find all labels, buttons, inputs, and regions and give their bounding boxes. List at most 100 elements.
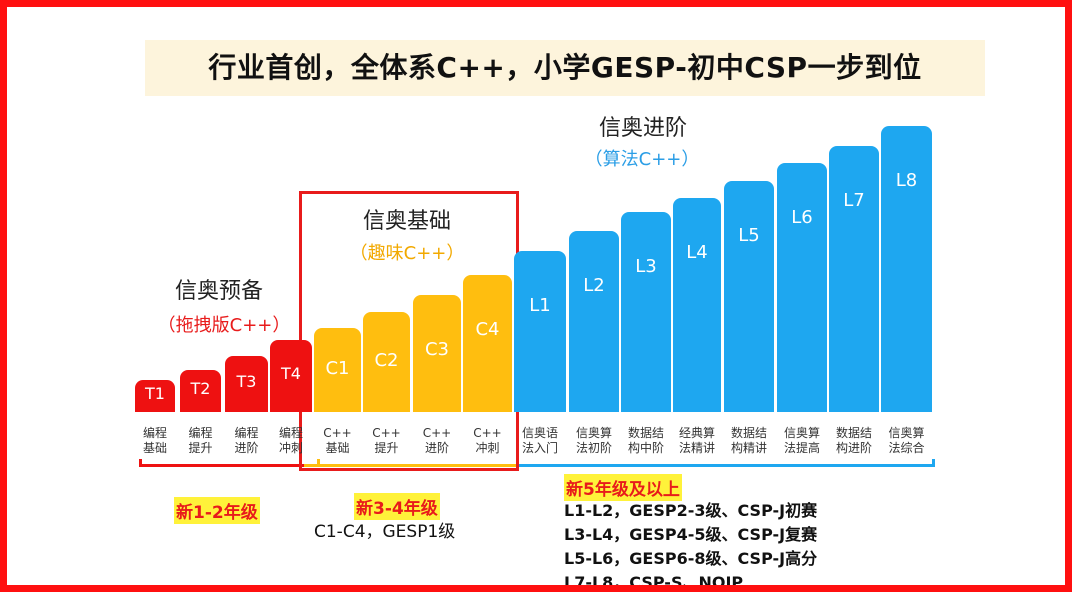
caption-line: 编程 [278,426,303,440]
level-bar-c4: C4 [463,275,512,412]
axis-blue [517,464,935,467]
caption-line: 编程 [142,426,167,440]
tier-name-basic: 信奥基础 [362,209,451,234]
level-label: L7 [843,190,865,211]
level-caption-c3: C++ 进阶 [409,426,465,456]
level-bar-t2: T2 [180,370,221,412]
caption-line: 法提高 [783,441,820,455]
page-title: 行业首创，全体系C++，小学GESP-初中CSP一步到位 [208,51,922,84]
axis-red-tick-left [139,459,142,467]
level-caption-l2: 信奥算 法初阶 [566,426,622,456]
grade-5-note-3: L5-L6，GESP6-8级、CSP-J高分 [564,549,818,568]
caption-line: 提升 [188,441,213,455]
grade-5-note-4: L7-L8，CSP-S、NOIP [564,573,744,592]
caption-line: 编程 [234,426,259,440]
caption-line: 信奥算 [783,426,820,440]
caption-line: 经典算 [678,426,715,440]
caption-line: 构中阶 [627,441,664,455]
level-caption-l4: 经典算 法精讲 [669,426,725,456]
level-label: T1 [145,384,165,403]
caption-line: 数据结 [730,426,767,440]
level-bar-l5: L5 [724,181,774,412]
caption-line: 构进阶 [835,441,872,455]
caption-line: 法入门 [521,441,558,455]
level-label: L6 [791,207,813,228]
caption-line: C++ [422,426,452,440]
level-bar-c3: C3 [413,295,461,412]
grade-3-4-note: C1-C4，GESP1级 [314,522,456,542]
level-bar-l3: L3 [621,212,671,412]
caption-line: 数据结 [835,426,872,440]
caption-line: 冲刺 [475,441,500,455]
tier-name-advanced: 信奥进阶 [598,116,687,141]
caption-line: C++ [473,426,502,440]
grade-5-note-2: L3-L4，GESP4-5级、CSP-J复赛 [564,525,818,544]
level-bar-c2: C2 [363,312,410,412]
level-label: C4 [475,319,500,340]
caption-line: 进阶 [424,441,449,455]
tier-sub-basic: （趣味C++） [349,243,465,264]
level-caption-c1: C++ 基础 [310,426,366,456]
level-bar-c1: C1 [314,328,361,412]
level-bar-t4: T4 [270,340,312,412]
caption-line: 法综合 [888,441,925,455]
level-bar-l1: L1 [514,251,566,412]
tier-name-prep: 信奥预备 [174,279,263,304]
level-label: C1 [325,358,350,379]
level-bar-l7: L7 [829,146,879,412]
caption-line: 法初阶 [575,441,612,455]
level-bar-l2: L2 [569,231,619,412]
level-caption-t4: 编程 冲刺 [263,426,319,456]
caption-line: 数据结 [627,426,664,440]
tier-sub-prep: （拖拽版C++） [157,315,291,336]
level-label: T3 [236,372,257,391]
caption-line: C++ [372,426,401,440]
caption-line: C++ [323,426,352,440]
axis-orange-tick-left [317,459,320,467]
caption-line: 进阶 [234,441,259,455]
caption-line: 提升 [374,441,399,455]
level-caption-l1: 信奥语 法入门 [512,426,568,456]
level-bar-l4: L4 [673,198,721,412]
caption-line: 构精讲 [730,441,767,455]
title-banner: 行业首创，全体系C++，小学GESP-初中CSP一步到位 [145,40,985,96]
level-bar-l8: L8 [881,126,932,412]
caption-line: 编程 [188,426,213,440]
axis-red [139,464,304,467]
level-caption-t2: 编程 提升 [173,426,229,456]
level-label: C3 [424,339,450,360]
level-bar-t3: T3 [225,356,268,412]
caption-line: 信奥算 [575,426,612,440]
axis-blue-tick-right [932,459,935,467]
level-label: L5 [738,225,760,246]
axis-orange [304,464,517,467]
level-caption-l8: 信奥算 法综合 [879,426,935,456]
level-label: L3 [635,256,657,277]
level-label: L2 [583,275,605,296]
grade-5-note-1: L1-L2，GESP2-3级、CSP-J初赛 [564,501,818,520]
level-caption-t3: 编程 进阶 [219,426,275,456]
grade-1-2: 新1-2年级 [174,497,260,524]
level-label: L8 [895,170,918,191]
caption-line: 基础 [142,441,167,455]
level-caption-c2: C++ 提升 [359,426,415,456]
level-label: L1 [529,295,551,316]
caption-line: 信奥语 [521,426,558,440]
level-bar-t1: T1 [135,380,175,412]
level-caption-l3: 数据结 构中阶 [618,426,674,456]
grade-3-4: 新3-4年级 [354,493,440,520]
level-label: C2 [374,350,399,371]
caption-line: 冲刺 [278,441,303,455]
level-bar-l6: L6 [777,163,827,412]
level-label: L4 [686,242,708,263]
level-label: T2 [190,379,211,398]
caption-line: 基础 [325,441,350,455]
level-caption-c4: C++ 冲刺 [460,426,516,456]
caption-line: 法精讲 [678,441,715,455]
tier-sub-advanced: （算法C++） [584,149,700,170]
caption-line: 信奥算 [888,426,925,440]
level-caption-l6: 信奥算 法提高 [774,426,830,456]
grade-5-plus: 新5年级及以上 [564,474,682,501]
level-caption-l5: 数据结 构精讲 [721,426,777,456]
